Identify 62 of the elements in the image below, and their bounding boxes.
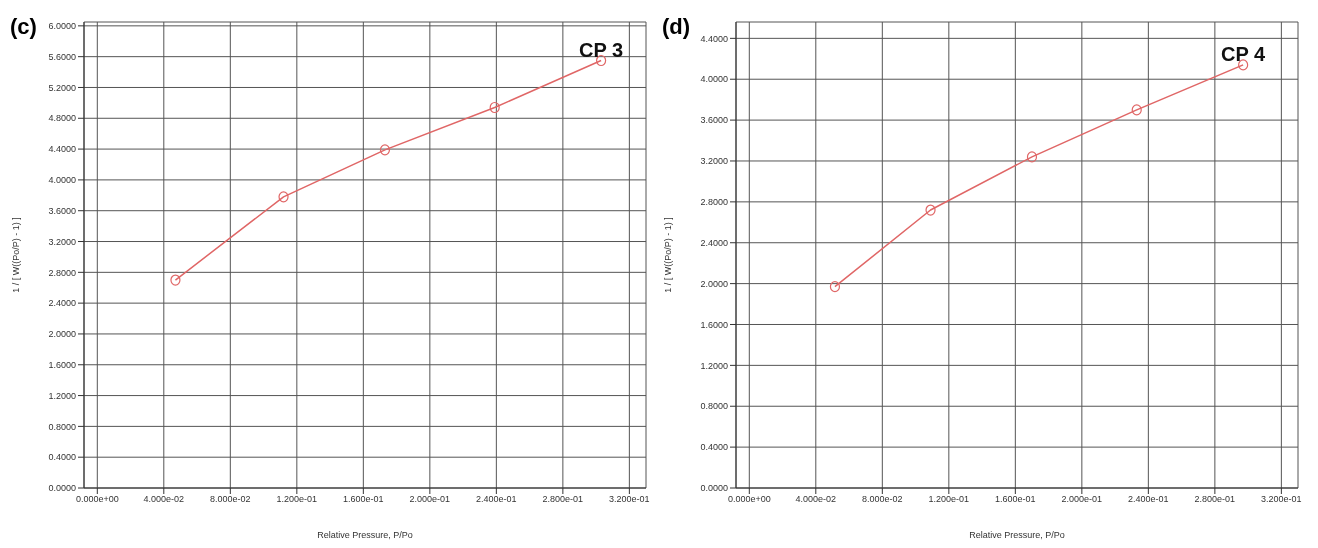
y-tick-label: 5.2000 [48,82,76,93]
y-tick-label: 3.2000 [48,236,76,247]
y-tick-label: 2.8000 [700,197,728,208]
y-tick-label: 4.8000 [48,113,76,124]
y-tick-label: 0.8000 [48,421,76,432]
y-tick-label: 1.6000 [48,359,76,370]
y-tick-label: 0.4000 [48,452,76,463]
x-axis-title: Relative Pressure, P/Po [969,530,1065,540]
point [278,191,289,203]
point [1026,151,1038,163]
x-tick-label: 1.600e-01 [995,494,1036,505]
annotation: CP 3 [579,38,624,61]
x-tick-label: 4.000e-02 [143,494,185,505]
x-axis-title: Relative Pressure, P/Po [317,530,413,540]
y-tick-label: 1.2000 [48,390,76,401]
y-tick-label: 1.6000 [700,319,728,330]
x-tick-label: 2.400e-01 [476,494,517,505]
y-tick-label: 5.6000 [48,51,76,62]
y-tick-label: 0.8000 [700,401,728,412]
y-tick-label: 0.0000 [48,483,76,494]
y-tick-label: 0.0000 [700,483,728,494]
y-tick-label: 4.4000 [700,33,728,44]
y-tick-label: 3.2000 [700,156,728,167]
x-tick-label: 8.000e-02 [862,494,903,505]
y-axis-title: 1 / [ W((Po/P) - 1) ] [663,217,674,293]
x-tick-label: 2.000e-01 [409,494,451,505]
annotation: CP 4 [1221,42,1267,65]
x-tick-label: 4.000e-02 [795,494,837,505]
chart-title: (c) [10,14,37,40]
point [1131,104,1142,116]
point [170,274,181,286]
x-tick-label: 1.200e-01 [276,494,318,505]
chart-title: (d) [662,14,691,40]
point [829,281,841,293]
y-tick-label: 2.0000 [48,329,76,340]
y-tick-label: 2.8000 [48,267,76,278]
y-tick-label: 2.4000 [700,237,728,248]
y-axis-title: 1 / [ W((Po/P) - 1) ] [11,217,22,293]
y-tick-label: 6.0000 [48,21,76,32]
y-tick-label: 2.4000 [48,298,76,309]
y-tick-label: 1.2000 [700,360,728,371]
x-tick-label: 3.200e-01 [609,494,650,505]
point [379,144,391,156]
x-tick-label: 1.600e-01 [343,494,384,505]
y-tick-label: 3.6000 [48,205,76,216]
x-tick-label: 3.200e-01 [1261,494,1302,505]
y-tick-label: 4.0000 [700,74,728,85]
y-tick-label: 0.4000 [700,442,728,453]
x-tick-label: 0.000e+00 [75,494,119,505]
point [489,101,500,114]
point [925,204,936,216]
x-tick-label: 1.200e-01 [928,494,970,505]
x-tick-label: 0.000e+00 [727,494,771,505]
x-tick-label: 2.800e-01 [1194,494,1236,505]
y-tick-label: 2.0000 [700,278,728,289]
y-tick-label: 3.6000 [700,115,728,126]
x-tick-label: 8.000e-02 [210,494,251,505]
y-tick-label: 4.4000 [48,144,76,155]
x-tick-label: 2.000e-01 [1061,494,1103,505]
x-tick-label: 2.800e-01 [542,494,584,505]
y-tick-label: 4.0000 [48,175,76,186]
x-tick-label: 2.400e-01 [1128,494,1169,505]
